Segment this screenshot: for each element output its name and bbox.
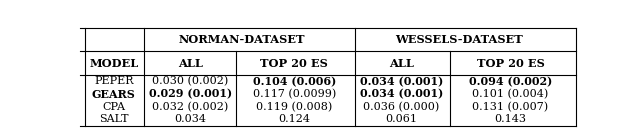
Text: CPA: CPA (102, 102, 125, 112)
Text: ALL: ALL (178, 58, 202, 69)
Text: 0.119 (0.008): 0.119 (0.008) (256, 102, 332, 112)
Text: 0.029 (0.001): 0.029 (0.001) (148, 88, 232, 100)
Text: 0.143: 0.143 (495, 114, 527, 124)
Text: 0.104 (0.006): 0.104 (0.006) (253, 76, 336, 87)
Text: GEARS: GEARS (92, 88, 136, 100)
Text: MODEL: MODEL (89, 58, 138, 69)
Text: 0.034 (0.001): 0.034 (0.001) (360, 76, 443, 87)
Text: 0.117 (0.0099): 0.117 (0.0099) (253, 89, 336, 99)
Text: WESSELS-DATASET: WESSELS-DATASET (396, 34, 524, 45)
Text: 0.061: 0.061 (385, 114, 417, 124)
Text: 0.101 (0.004): 0.101 (0.004) (472, 89, 548, 99)
Text: 0.032 (0.002): 0.032 (0.002) (152, 102, 228, 112)
Text: ALL: ALL (389, 58, 414, 69)
Text: TOP 20 ES: TOP 20 ES (260, 58, 328, 69)
Text: 0.034 (0.001): 0.034 (0.001) (360, 88, 443, 100)
Text: TOP 20 ES: TOP 20 ES (477, 58, 545, 69)
Text: SALT: SALT (99, 114, 129, 124)
Text: NORMAN-DATASET: NORMAN-DATASET (179, 34, 305, 45)
Text: 0.030 (0.002): 0.030 (0.002) (152, 76, 228, 87)
Text: 0.094 (0.002): 0.094 (0.002) (469, 76, 552, 87)
Text: 0.034: 0.034 (174, 114, 206, 124)
Text: 0.131 (0.007): 0.131 (0.007) (472, 102, 548, 112)
Text: 0.124: 0.124 (278, 114, 310, 124)
Text: PEPER: PEPER (94, 76, 134, 86)
Text: 0.036 (0.000): 0.036 (0.000) (364, 102, 440, 112)
